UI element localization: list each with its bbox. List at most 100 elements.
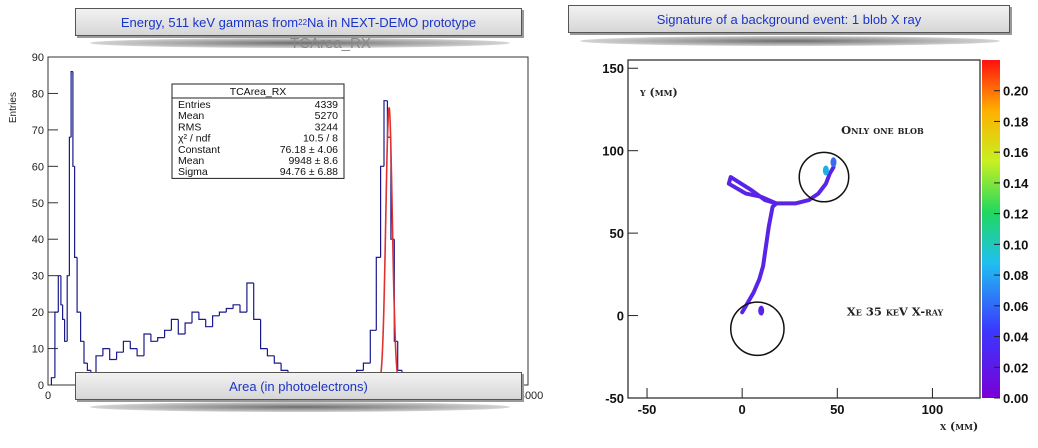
hist-bin [246, 282, 254, 313]
stats-row-value: 5270 [315, 110, 339, 122]
hist-bin [143, 333, 151, 356]
right-title-shadow [580, 36, 1000, 46]
right-title-banner: Signature of a background event: 1 blob … [568, 5, 1010, 33]
colorbar-tick-label: 0.08 [1003, 268, 1028, 283]
colorbar-tick-label: 0.12 [1003, 207, 1028, 222]
hist-bin [57, 275, 61, 313]
left-title-shadow [90, 38, 510, 48]
stats-row-value: 9948 ± 8.6 [288, 155, 338, 167]
hist-bin [375, 256, 381, 331]
colorbar-tick-label: 0.06 [1003, 299, 1028, 314]
colorbar-tick-label: 0.16 [1003, 145, 1028, 160]
hist-bin [253, 283, 261, 320]
hist-bin [157, 337, 165, 342]
hist-bin [80, 312, 84, 342]
highlight-circle [798, 151, 850, 203]
x-axis-label: x (mm) [940, 420, 978, 433]
stats-row-label: Sigma [178, 166, 208, 178]
stats-row-value: 3244 [315, 121, 339, 133]
hist-bin [170, 318, 179, 331]
hist-bin [273, 355, 282, 364]
stats-row-value: 76.18 ± 4.06 [280, 144, 338, 156]
colorbar-tick-label: 0.18 [1003, 114, 1028, 129]
hist-ylabel: Entries [8, 92, 19, 123]
hist-bin [150, 334, 158, 342]
event-display-chart: -50 0 50 100 -50 0 50 100 150 y (mm) x (mm) Only o… [602, 59, 1029, 433]
stats-row-label: Mean [178, 155, 204, 167]
hist-bin [54, 311, 59, 378]
stats-row-label: RMS [178, 121, 201, 133]
energy-blob [758, 305, 765, 316]
hist-bin [116, 351, 124, 360]
y-tick-label: -50 [605, 391, 624, 406]
hist-bin [102, 348, 110, 356]
hist-bin [212, 315, 220, 327]
left-xlabel: Area (in photoelectrons) [229, 378, 368, 394]
left-xlabel-banner: Area (in photoelectrons) [75, 372, 522, 400]
hist-bin [136, 348, 144, 357]
hist-bin [66, 275, 70, 342]
hist-bin [95, 355, 103, 375]
y-tick-label: 150 [602, 61, 624, 76]
annotation-label: Xe 35 keV X-ray [847, 305, 944, 319]
hist-bin [76, 257, 81, 313]
y-tick-label: 20 [32, 307, 44, 319]
hist-overlay-title: TCArea_RX [290, 35, 371, 52]
stats-row-value: 10.5 / 8 [303, 133, 338, 145]
hist-bin [280, 363, 288, 371]
hist-bin [260, 319, 268, 350]
y-tick-label: 50 [32, 198, 44, 210]
histogram-chart: TCArea_RX 020004000600080001000012000140… [8, 35, 543, 402]
hist-bin [184, 322, 192, 334]
stats-box-frame [171, 83, 345, 179]
y-tick-label: 40 [32, 234, 44, 246]
y-tick-label: 30 [32, 271, 44, 283]
left-title-banner: Energy, 511 keV gammas from 22 Na in NEXT… [75, 8, 522, 36]
energy-blob [822, 165, 829, 176]
hist-bin [218, 311, 227, 316]
stats-row-value: 4339 [315, 99, 339, 111]
stats-row-label: χ² / ndf [178, 133, 210, 145]
left-xlabel-shadow [90, 402, 510, 412]
left-title-pre: Energy, 511 keV gammas from [120, 14, 299, 30]
x-tick-label: -50 [638, 402, 657, 417]
x-tick-label: 0 [739, 402, 746, 417]
hist-bin [109, 348, 117, 361]
hist-bin [62, 304, 65, 320]
x-tick-label: 0 [45, 390, 51, 402]
energy-blob [830, 157, 837, 168]
y-tick-label: 70 [32, 125, 44, 137]
colorbar-tick-label: 0.10 [1003, 237, 1028, 252]
hist-bin [232, 304, 240, 309]
electron-track [740, 165, 836, 315]
left-title-post: Na in NEXT-DEMO prototype [307, 14, 477, 30]
colorbar-tick-label: 0.20 [1003, 84, 1028, 99]
colorbar-tick-label: 0.00 [1003, 391, 1028, 406]
colorbar-fill [982, 60, 1000, 398]
y-tick-label: 0 [38, 380, 44, 392]
hist-bin [63, 319, 68, 342]
hist-bin [164, 329, 172, 338]
hist-bin [74, 166, 78, 258]
stats-box-title: TCArea_RX [230, 86, 287, 98]
gaussian-fit-curve [378, 107, 400, 383]
hist-bin [380, 165, 384, 258]
hist-bin [266, 348, 275, 357]
colorbar-tick-label: 0.14 [1003, 176, 1029, 191]
stats-row-label: Mean [178, 110, 204, 122]
y-tick-label: 100 [602, 144, 624, 159]
hist-bin [383, 100, 388, 167]
hist-bin [177, 319, 186, 335]
hist-bin [50, 377, 55, 385]
hist-bin [86, 363, 91, 371]
hist-bin [83, 341, 88, 364]
hist-bin [369, 329, 377, 364]
hist-bin [205, 319, 213, 328]
hist-bin [198, 312, 206, 320]
event-plot-frame [627, 59, 981, 399]
hist-bin [362, 362, 371, 371]
y-tick-label: 90 [32, 52, 44, 64]
stats-row-label: Constant [178, 144, 220, 156]
colorbar-tick-label: 0.02 [1003, 360, 1028, 375]
hist-bin [129, 341, 138, 350]
